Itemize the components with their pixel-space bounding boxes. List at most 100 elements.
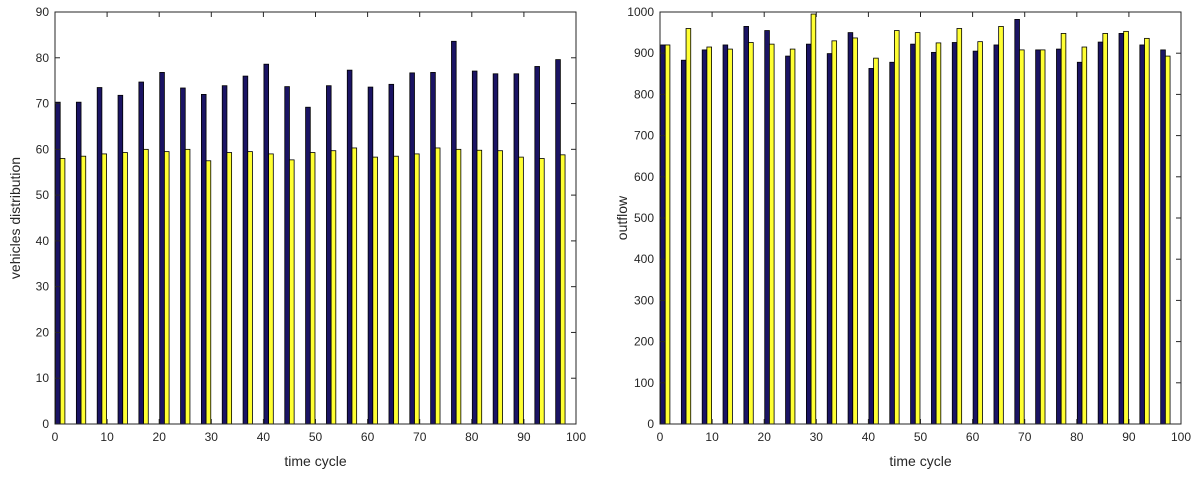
bar	[59, 158, 66, 425]
bar	[96, 87, 103, 425]
bar	[309, 152, 316, 425]
bar	[513, 73, 520, 425]
bar	[873, 57, 879, 425]
bar	[242, 75, 249, 425]
bar	[1139, 44, 1145, 425]
bar	[138, 81, 144, 425]
y-axis-label: outflow	[614, 195, 630, 240]
bar	[826, 53, 833, 425]
x-tick-label: 100	[566, 430, 586, 444]
bar	[471, 70, 478, 425]
bar	[868, 68, 875, 425]
x-tick-label: 60	[966, 430, 980, 444]
x-tick-label: 20	[153, 430, 167, 444]
bar	[492, 73, 499, 425]
bar	[539, 158, 545, 425]
y-tick-label: 1000	[627, 5, 654, 19]
y-tick-label: 100	[634, 376, 654, 390]
bar	[1123, 30, 1129, 425]
bar	[1097, 41, 1104, 425]
x-axis-label: time cycle	[284, 453, 346, 469]
x-tick-label: 50	[309, 430, 323, 444]
bar	[284, 86, 290, 425]
bar	[351, 147, 358, 425]
x-axis-label: time cycle	[889, 453, 951, 469]
bar	[451, 40, 457, 425]
y-tick-label: 400	[634, 252, 654, 266]
bar	[769, 43, 775, 425]
bar	[993, 44, 1000, 425]
bar	[372, 156, 378, 425]
bar	[289, 159, 295, 425]
bar	[55, 101, 61, 425]
x-tick-label: 30	[205, 430, 219, 444]
y-tick-label: 50	[36, 188, 50, 202]
bar	[847, 32, 854, 425]
bar	[910, 43, 916, 425]
bar	[430, 72, 436, 425]
bar	[1076, 61, 1083, 425]
x-tick-label: 10	[100, 430, 114, 444]
bar	[722, 44, 729, 425]
bar	[1144, 37, 1150, 425]
y-tick-label: 600	[634, 170, 654, 184]
x-tick-label: 80	[1070, 430, 1084, 444]
bar	[117, 94, 124, 425]
x-tick-label: 50	[914, 430, 928, 444]
y-tick-label: 300	[634, 293, 654, 307]
y-tick-label: 30	[36, 280, 50, 294]
bar	[914, 32, 921, 425]
x-tick-label: 60	[361, 430, 375, 444]
bar	[184, 148, 191, 425]
bar	[894, 30, 900, 425]
x-tick-label: 40	[862, 430, 876, 444]
x-tick-label: 70	[1018, 430, 1032, 444]
bar	[518, 156, 524, 425]
x-tick-label: 10	[705, 430, 719, 444]
x-tick-label: 70	[413, 430, 427, 444]
bar	[101, 153, 107, 425]
bar	[951, 42, 958, 425]
bar	[143, 148, 149, 425]
bar	[680, 59, 687, 425]
bar	[346, 69, 353, 425]
bar	[555, 59, 561, 425]
y-tick-label: 0	[647, 417, 654, 431]
bar	[205, 160, 212, 425]
x-tick-label: 30	[810, 430, 824, 444]
bar	[559, 154, 566, 425]
bar	[534, 66, 540, 425]
bar	[455, 148, 462, 425]
bar	[789, 48, 796, 425]
bar	[701, 49, 708, 425]
bar	[810, 13, 817, 425]
bar	[748, 42, 754, 425]
bar	[764, 30, 770, 425]
bar	[268, 153, 274, 425]
bar	[393, 155, 399, 425]
y-tick-label: 40	[36, 234, 50, 248]
bar	[743, 26, 749, 425]
bar	[727, 48, 733, 425]
bar	[1056, 48, 1062, 425]
bar	[80, 155, 87, 425]
x-tick-label: 40	[257, 430, 271, 444]
bar	[201, 94, 207, 425]
bar	[409, 72, 415, 425]
bar	[935, 42, 942, 425]
bar	[159, 72, 165, 425]
bar	[685, 28, 692, 425]
y-tick-label: 800	[634, 87, 654, 101]
y-tick-label: 700	[634, 129, 654, 143]
bar	[434, 147, 441, 425]
x-tick-label: 100	[1171, 430, 1191, 444]
y-tick-label: 70	[36, 97, 50, 111]
bar	[806, 43, 812, 425]
x-tick-label: 20	[758, 430, 772, 444]
bar	[122, 152, 128, 425]
bar	[852, 37, 858, 425]
x-tick-label: 80	[465, 430, 479, 444]
y-tick-label: 80	[36, 51, 50, 65]
bar	[1035, 49, 1041, 425]
